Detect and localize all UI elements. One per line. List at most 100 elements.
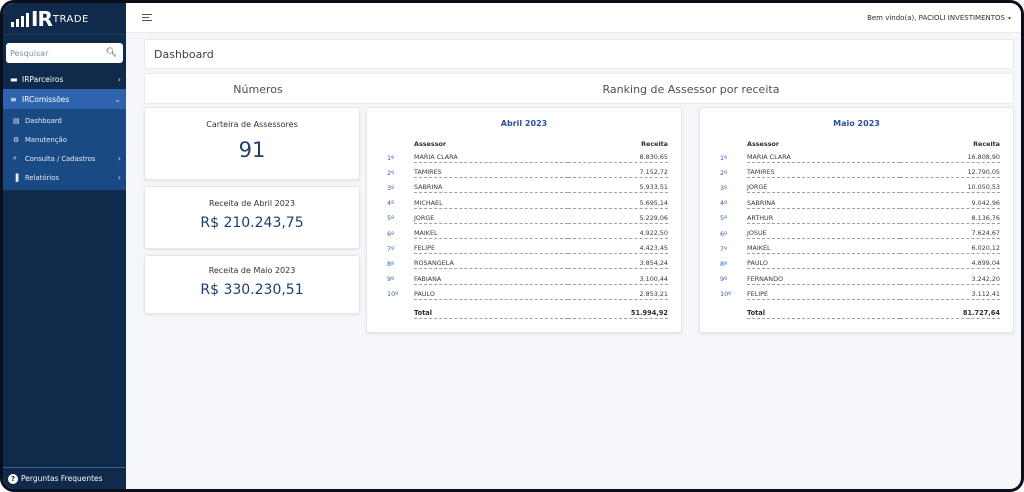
rank-position: 3º (387, 183, 395, 192)
ranking-title: Maio 2023 (833, 119, 880, 128)
list-icon: ≡ (10, 94, 17, 104)
receita-value: 6.020,12 (900, 243, 1000, 255)
rank-position: 8º (720, 259, 728, 268)
rank-position: 1º (720, 153, 728, 162)
sidebar-item-ircomissoes[interactable]: ≡ IRComissões ⌄ (3, 89, 126, 109)
sidebar-item-consulta-cadastros[interactable]: ⌕ Consulta / Cadastros › (3, 149, 126, 168)
receita-value: 5.933,51 (568, 182, 668, 194)
assessor-name: JORGE (747, 182, 900, 194)
assessor-name: ROSANGELA (414, 258, 568, 270)
logo[interactable]: IR TRADE (3, 3, 126, 35)
assessor-name: JOSUE (747, 228, 900, 240)
assessor-name: TAMIRES (747, 167, 900, 179)
welcome-text: Bem vindo(a), PACIOLI INVESTIMENTOS (867, 13, 1005, 22)
section-title-ranking: Ranking de Assessor por receita (602, 83, 780, 96)
sidebar-subitem-label: Consulta / Cadastros (25, 154, 96, 163)
receita-value: 9.042,96 (900, 198, 1000, 209)
table-header: Assessor Receita (387, 139, 668, 150)
ranking-table: Assessor Receita 1º MARIA CLARA 16.808,90 2… (720, 139, 1000, 323)
receita-value: 8.136,76 (900, 213, 1000, 224)
assessor-name: ARTHUR (747, 213, 900, 224)
receita-value: 12.790,05 (900, 167, 1000, 179)
ranking-table: Assessor Receita 1º MARIA CLARA 8.830,65 2º… (387, 139, 668, 323)
table-row: 3º JORGE 10.050,53 (720, 180, 1000, 195)
rank-position: 9º (720, 275, 728, 284)
table-row: 2º TAMIRES 7.152,72 (387, 165, 668, 180)
search-input[interactable] (10, 48, 100, 58)
handshake-icon: ▬ (10, 74, 18, 84)
receita-value: 3.112,41 (900, 289, 1000, 300)
chevron-down-icon: ⌄ (114, 94, 121, 104)
receita-value: 4.922,50 (568, 228, 668, 240)
receita-value: 8.830,65 (568, 152, 668, 164)
receita-value: 2.853,21 (568, 289, 668, 300)
receita-value: 16.808,90 (900, 152, 1000, 164)
table-row: 7º FELIPE 4.423,45 (387, 241, 668, 256)
logo-trade: TRADE (52, 14, 89, 25)
rank-position: 2º (387, 168, 395, 177)
chart-icon: ▤ (13, 116, 20, 125)
stat-card-carteira: Carteira de Assessores 91 (144, 107, 360, 180)
assessor-name: FABIANA (414, 274, 568, 285)
column-header-receita: Receita (641, 140, 668, 148)
stat-label: Carteira de Assessores (206, 120, 298, 129)
receita-value: 5.695,14 (568, 198, 668, 209)
sidebar-subitem-label: Relatórios (25, 173, 59, 182)
rank-position: 5º (720, 214, 728, 223)
sidebar-item-manutencao[interactable]: ⚙ Manutenção (3, 130, 126, 149)
sidebar-subitem-label: Dashboard (25, 116, 62, 125)
assessor-name: FELIPE (747, 289, 900, 300)
receita-value: 4.423,45 (568, 243, 668, 255)
table-total-row: Total 81.727,64 (720, 305, 1000, 323)
stat-card-receita-maio: Receita de Maio 2023 R$ 330.230,51 (144, 255, 360, 314)
column-header-assessor: Assessor (747, 140, 780, 148)
faq-link[interactable]: ? Perguntas Frequentes (3, 467, 126, 489)
assessor-name: MARIA CLARA (747, 152, 900, 164)
table-row: 5º ARTHUR 8.136,76 (720, 211, 1000, 226)
stat-value: R$ 210.243,75 (200, 215, 304, 231)
stat-value: 91 (238, 138, 266, 162)
receita-value: 4.899,04 (900, 258, 1000, 270)
assessor-name: FERNANDO (747, 274, 900, 285)
search-icon[interactable]: 🔍︎ (105, 48, 117, 58)
total-label: Total (414, 308, 568, 320)
rank-position: 7º (387, 244, 395, 253)
table-row: 9º FERNANDO 3.242,20 (720, 272, 1000, 287)
receita-value: 7.624,67 (900, 228, 1000, 240)
rank-position: 5º (387, 214, 395, 223)
sidebar-item-dashboard[interactable]: ▤ Dashboard (3, 111, 126, 130)
menu-toggle-icon[interactable] (142, 13, 152, 22)
chevron-right-icon: › (117, 154, 121, 163)
table-row: 10º FELIPE 3.112,41 (720, 287, 1000, 302)
sidebar-item-irparceiros[interactable]: ▬ IRParceiros › (3, 69, 126, 89)
assessor-name: JORGE (414, 213, 568, 224)
assessor-name: MARIA CLARA (414, 152, 568, 164)
page-title: Dashboard (154, 47, 214, 61)
search-icon: ⌕ (13, 154, 17, 162)
table-row: 6º MAIKEL 4.922,50 (387, 226, 668, 241)
sidebar-subitem-label: Manutenção (25, 135, 67, 144)
user-menu[interactable]: Bem vindo(a), PACIOLI INVESTIMENTOS ▾ (867, 14, 1011, 22)
column-header-receita: Receita (973, 140, 1000, 148)
receita-value: 3.854,24 (568, 258, 668, 270)
assessor-name: TAMIRES (414, 167, 568, 179)
table-row: 4º MICHAEL 5.695,14 (387, 196, 668, 211)
total-label: Total (747, 308, 900, 320)
ircomissoes-submenu: ▤ Dashboard ⚙ Manutenção ⌕ Consulta / Ca… (3, 109, 126, 190)
sidebar-item-label: IRComissões (22, 94, 70, 104)
assessor-name: MAIKEL (414, 228, 568, 240)
sidebar-item-relatorios[interactable]: ▐ Relatórios › (3, 168, 126, 187)
assessor-name: PAULO (747, 258, 900, 270)
question-icon: ? (8, 473, 18, 484)
assessor-name: SABRINA (747, 198, 900, 209)
assessor-name: MAIKEL (747, 243, 900, 255)
search-box: 🔍︎ (6, 43, 123, 63)
table-header: Assessor Receita (720, 139, 1000, 150)
sidebar-item-label: IRParceiros (22, 74, 64, 84)
rank-position: 3º (720, 183, 728, 192)
receita-value: 10.050,53 (900, 182, 1000, 194)
table-row: 8º PAULO 4.899,04 (720, 256, 1000, 271)
top-bar: Bem vindo(a), PACIOLI INVESTIMENTOS ▾ (126, 3, 1021, 33)
receita-value: 5.229,06 (568, 213, 668, 224)
